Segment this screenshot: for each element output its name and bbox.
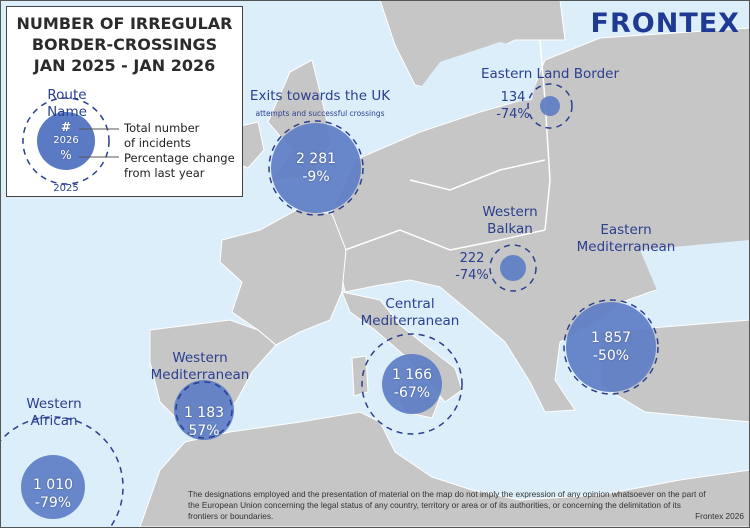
route-name: Western	[172, 350, 228, 366]
route-change: -74%	[455, 268, 489, 283]
route-name: Mediterranean	[576, 239, 676, 255]
route-change: 57%	[188, 423, 220, 439]
route-total: 1 183	[183, 405, 225, 421]
route-name: Eastern	[600, 222, 652, 238]
route-change: -9%	[302, 169, 330, 185]
route-label-central-med: Central Mediterranean	[350, 296, 470, 330]
label-line: Percentage change	[124, 151, 235, 165]
route-name: Central	[385, 296, 435, 312]
route-subtitle: attempts and successful crossings	[255, 109, 385, 118]
route-label-western-african: Western African	[14, 396, 94, 430]
bubble-2026-eastern-med	[566, 302, 656, 392]
route-total: 1 010	[32, 477, 74, 493]
route-name: Mediterranean	[360, 313, 460, 329]
land-sardinia	[351, 355, 369, 397]
credit: Frontex 2026	[695, 511, 744, 521]
route-total: 222	[459, 251, 485, 266]
route-label-uk: Exits towards the UK attempts and succes…	[240, 88, 400, 122]
label-line: Total number	[124, 121, 200, 135]
title-line: BORDER-CROSSINGS	[31, 35, 218, 54]
bubble-2025-western-african	[0, 416, 124, 528]
bubble-2025-western-med	[175, 381, 233, 439]
route-total: 134	[500, 90, 526, 105]
legend-filled-circle	[37, 112, 95, 170]
border-line	[344, 229, 546, 251]
legend-dashed-circle	[22, 97, 110, 185]
route-name: Eastern Land Border	[480, 66, 620, 82]
route-values-uk: 2 281 -9%	[276, 150, 356, 186]
bubble-2025-eastern-land	[527, 83, 573, 129]
legend-total-label: Total number of incidents Percentage cha…	[124, 121, 235, 181]
route-change: -50%	[592, 348, 630, 364]
label-line: from last year	[124, 166, 205, 180]
route-name: African	[30, 413, 78, 429]
route-values-western-med: 1 183 57%	[164, 404, 244, 440]
route-name: Exits towards the UK	[249, 88, 391, 104]
route-name: Western	[26, 396, 82, 412]
route-values-central-med: 1 166 -67%	[372, 366, 452, 402]
route-label-eastern-land: Eastern Land Border	[470, 66, 630, 83]
route-label-western-med: Western Mediterranean	[140, 350, 260, 384]
route-values-eastern-med: 1 857 -50%	[571, 329, 651, 365]
route-change: -79%	[34, 495, 72, 511]
title-line: JAN 2025 - JAN 2026	[33, 56, 216, 75]
label-line: of incidents	[124, 136, 191, 150]
route-total: 1 166	[391, 367, 433, 383]
bubble-2025-eastern-med	[563, 299, 659, 395]
legend-percent: %	[60, 148, 72, 162]
route-change: -74%	[496, 107, 530, 122]
legend-box: NUMBER OF IRREGULAR BORDER-CROSSINGS JAN…	[6, 6, 243, 197]
legend-year-current: 2026	[53, 135, 79, 146]
border-line	[539, 39, 551, 231]
bubble-2025-western-balkan	[489, 244, 537, 292]
bubble-2026-western-balkan	[500, 255, 526, 281]
route-values-western-balkan: 222 -74%	[447, 250, 497, 284]
route-name: Western	[482, 204, 538, 220]
route-label-western-balkan: Western Balkan	[470, 204, 550, 238]
bubble-2026-western-med	[174, 380, 234, 440]
title-line: NUMBER OF IRREGULAR	[16, 14, 233, 33]
bubble-2026-eastern-land	[540, 96, 560, 116]
legend-title: NUMBER OF IRREGULAR BORDER-CROSSINGS JAN…	[7, 13, 242, 76]
border-line	[409, 159, 546, 191]
route-name: Mediterranean	[150, 367, 250, 383]
legend-hash: #	[60, 120, 72, 134]
frontex-logo: FRONTEX	[590, 8, 740, 39]
route-values-western-african: 1 010 -79%	[13, 476, 93, 512]
route-values-eastern-land: 134 -74%	[488, 89, 538, 123]
route-name: Balkan	[487, 221, 533, 237]
sea-baltic	[402, 42, 542, 112]
sea-black	[640, 240, 750, 305]
route-label-eastern-med: Eastern Mediterranean	[566, 222, 686, 256]
route-total: 2 281	[295, 151, 337, 167]
route-total: 1 857	[590, 330, 632, 346]
bubble-2026-western-african	[21, 455, 85, 519]
bubble-2025-central-med	[361, 333, 463, 435]
legend-year-previous: 2025	[53, 183, 79, 194]
bubble-2025-uk	[268, 120, 364, 216]
legend-route-name: Route Name	[47, 87, 87, 120]
legend-circles	[22, 97, 119, 185]
disclaimer: The designations employed and the presen…	[188, 489, 706, 521]
bubble-2026-central-med	[382, 354, 442, 414]
route-change: -67%	[393, 385, 431, 401]
bubble-2026-uk	[271, 123, 361, 213]
